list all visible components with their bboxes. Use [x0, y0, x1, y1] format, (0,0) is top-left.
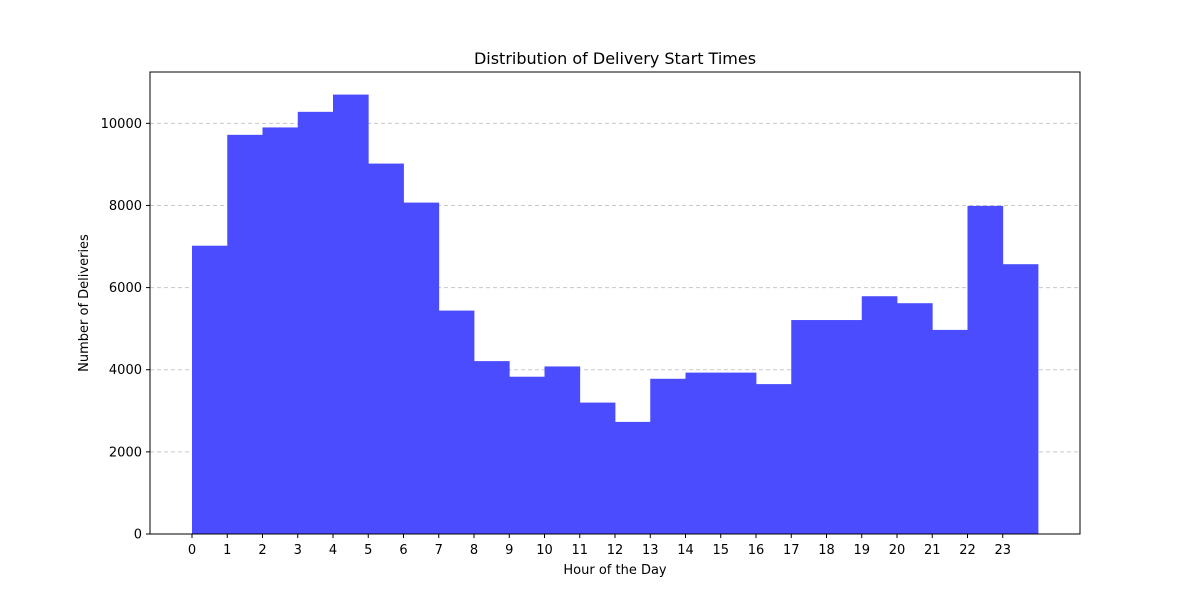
y-tick-label: 10000: [101, 117, 142, 132]
x-axis-ticks: 0 1 2 3 4 5 6 7 8 9 10 11 12 13 14 15 16 17 18 19 20 21 22 23: [188, 534, 1011, 558]
histogram-bar: [509, 376, 545, 534]
y-tick-label: 4000: [109, 363, 142, 378]
chart-title: Distribution of Delivery Start Times: [474, 49, 756, 68]
x-tick-label: 10: [536, 543, 553, 558]
x-tick-label: 7: [435, 543, 443, 558]
x-tick-label: 0: [188, 543, 196, 558]
x-tick-label: 8: [470, 543, 478, 558]
y-tick-label: 8000: [109, 199, 142, 214]
histogram-bar: [932, 329, 968, 534]
x-tick-label: 23: [994, 543, 1011, 558]
x-tick-label: 12: [607, 543, 624, 558]
x-tick-label: 2: [258, 543, 266, 558]
histogram-bar: [262, 127, 299, 534]
x-tick-label: 9: [505, 543, 513, 558]
x-tick-label: 15: [712, 543, 729, 558]
x-tick-label: 20: [889, 543, 906, 558]
histogram-bar: [192, 245, 228, 534]
y-tick-label: 0: [134, 528, 142, 543]
histogram-bar: [1002, 264, 1039, 534]
x-tick-label: 16: [748, 543, 765, 558]
histogram-bar: [756, 384, 792, 534]
histogram-bar: [685, 372, 722, 534]
x-axis-label: Hour of the Day: [563, 563, 667, 578]
histogram-bar: [403, 202, 440, 535]
x-tick-label: 1: [223, 543, 231, 558]
y-axis-label: Number of Deliveries: [77, 234, 92, 372]
y-axis-ticks: 0 2000 4000 6000 8000 10000: [101, 117, 150, 543]
histogram-bar: [368, 163, 404, 534]
histogram-bar: [474, 361, 510, 534]
histogram-bar: [650, 378, 686, 534]
histogram-bar: [438, 310, 475, 534]
histogram-bar: [297, 111, 334, 535]
x-tick-label: 3: [294, 543, 302, 558]
y-tick-label: 2000: [109, 445, 142, 460]
x-tick-label: 13: [642, 543, 659, 558]
x-tick-label: 18: [818, 543, 835, 558]
x-tick-label: 21: [924, 543, 941, 558]
x-tick-label: 4: [329, 543, 337, 558]
histogram-bar: [615, 421, 651, 534]
x-tick-label: 6: [399, 543, 407, 558]
x-tick-label: 19: [853, 543, 870, 558]
histogram-bar: [227, 134, 263, 534]
bars: [192, 94, 1039, 535]
histogram-bar: [579, 402, 616, 534]
histogram-bar: [897, 303, 933, 534]
histogram-bar: [544, 366, 581, 534]
histogram-bar: [826, 320, 863, 534]
x-tick-label: 11: [571, 543, 588, 558]
histogram-bar: [720, 372, 757, 534]
histogram-bar: [967, 205, 1004, 535]
y-tick-label: 6000: [109, 281, 142, 296]
histogram-bar: [791, 320, 827, 534]
x-tick-label: 5: [364, 543, 372, 558]
x-tick-label: 14: [677, 543, 694, 558]
x-tick-label: 17: [783, 543, 800, 558]
histogram-bar: [861, 296, 898, 534]
histogram-bar: [333, 94, 369, 534]
x-tick-label: 22: [959, 543, 976, 558]
